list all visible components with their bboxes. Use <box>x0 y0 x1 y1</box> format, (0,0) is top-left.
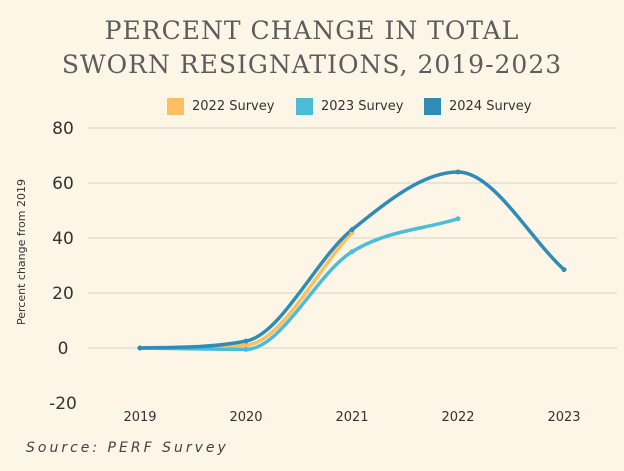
chart-title-line-2: SWORN RESIGNATIONS, 2019-2023 <box>61 50 563 79</box>
x-tick-label: 2019 <box>123 410 156 425</box>
y-tick-label: 40 <box>52 229 74 249</box>
series-lines <box>138 170 566 352</box>
y-tick-label: 0 <box>58 339 69 359</box>
legend-swatch-2024 <box>424 97 441 115</box>
legend-label-2024: 2024 Survey <box>449 98 532 114</box>
data-point-1 <box>455 216 461 222</box>
y-tick-label: -20 <box>49 394 77 414</box>
series-line-1 <box>138 217 460 352</box>
y-tick-label: 20 <box>52 284 74 304</box>
x-tick-label: 2023 <box>547 410 580 425</box>
data-point-2 <box>349 227 355 233</box>
legend-swatch-2023 <box>296 97 313 115</box>
y-tick-label: 60 <box>52 174 74 194</box>
data-points <box>137 169 567 352</box>
legend-item-2023: 2023 Survey <box>296 97 403 115</box>
legend-swatch-2022 <box>167 97 184 115</box>
data-point-2 <box>243 338 249 344</box>
data-point-1 <box>349 249 355 255</box>
data-point-2 <box>455 169 461 175</box>
x-tick-label: 2022 <box>441 410 474 425</box>
legend-label-2022: 2022 Survey <box>192 98 275 114</box>
source-note: Source: PERF Survey <box>26 440 229 456</box>
y-tick-labels: 80 60 40 20 0 -20 <box>49 119 77 414</box>
legend-label-2023: 2023 Survey <box>321 98 404 114</box>
x-tick-labels: 2019 2020 2021 2022 2023 <box>123 410 580 425</box>
series-line-0 <box>138 230 354 350</box>
legend-item-2024: 2024 Survey <box>424 97 531 115</box>
y-tick-label: 80 <box>52 119 74 139</box>
x-tick-label: 2021 <box>335 410 368 425</box>
data-point-1 <box>243 346 249 352</box>
data-point-2 <box>137 345 143 351</box>
series-line-2 <box>138 170 566 350</box>
grid-lines <box>88 127 617 349</box>
chart-title-line-1: PERCENT CHANGE IN TOTAL <box>104 16 520 45</box>
x-tick-label: 2020 <box>229 410 262 425</box>
y-axis-label: Percent change from 2019 <box>15 179 28 325</box>
data-point-0 <box>243 342 249 348</box>
legend-item-2022: 2022 Survey <box>167 97 274 115</box>
data-point-2 <box>561 267 567 273</box>
